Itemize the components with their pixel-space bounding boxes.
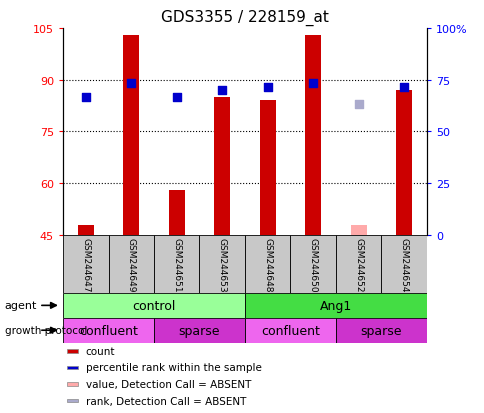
Bar: [199, 235, 244, 293]
Text: growth protocol: growth protocol: [5, 325, 87, 335]
Title: GDS3355 / 228159_at: GDS3355 / 228159_at: [161, 10, 328, 26]
Bar: [108, 235, 153, 293]
Text: agent: agent: [5, 301, 37, 311]
Bar: [67, 382, 78, 386]
Bar: [350, 225, 366, 235]
Point: [354, 101, 362, 108]
Point: [309, 81, 317, 87]
Bar: [244, 235, 290, 293]
Text: confluent: confluent: [260, 324, 319, 337]
Bar: [67, 399, 78, 402]
Point: [82, 95, 90, 101]
Text: Ang1: Ang1: [319, 299, 351, 312]
Text: control: control: [132, 299, 175, 312]
Point: [172, 95, 180, 101]
Bar: [244, 293, 426, 318]
Bar: [123, 36, 139, 235]
Point: [399, 84, 407, 91]
Point: [263, 84, 271, 91]
Text: GSM244653: GSM244653: [217, 237, 226, 292]
Text: GSM244654: GSM244654: [399, 237, 408, 292]
Bar: [380, 235, 426, 293]
Bar: [63, 293, 244, 318]
Bar: [304, 36, 320, 235]
Text: percentile rank within the sample: percentile rank within the sample: [85, 363, 261, 373]
Bar: [67, 349, 78, 353]
Text: GSM244651: GSM244651: [172, 237, 181, 292]
Bar: [63, 235, 108, 293]
Bar: [335, 235, 380, 293]
Point: [218, 88, 226, 94]
Text: confluent: confluent: [79, 324, 137, 337]
Text: sparse: sparse: [360, 324, 401, 337]
Text: GSM244647: GSM244647: [81, 237, 90, 292]
Point: [127, 81, 135, 87]
Bar: [214, 98, 230, 235]
Text: count: count: [85, 346, 115, 356]
Text: value, Detection Call = ABSENT: value, Detection Call = ABSENT: [85, 379, 250, 389]
Text: GSM244650: GSM244650: [308, 237, 317, 292]
Bar: [335, 318, 426, 343]
Bar: [168, 191, 184, 235]
Text: GSM244652: GSM244652: [353, 237, 363, 292]
Text: GSM244648: GSM244648: [263, 237, 272, 292]
Bar: [67, 366, 78, 369]
Bar: [77, 225, 93, 235]
Bar: [244, 318, 335, 343]
Bar: [395, 91, 411, 235]
Bar: [153, 318, 244, 343]
Text: rank, Detection Call = ABSENT: rank, Detection Call = ABSENT: [85, 396, 245, 406]
Text: sparse: sparse: [178, 324, 220, 337]
Bar: [259, 101, 275, 235]
Bar: [63, 318, 153, 343]
Text: GSM244649: GSM244649: [126, 237, 136, 292]
Bar: [290, 235, 335, 293]
Bar: [153, 235, 199, 293]
